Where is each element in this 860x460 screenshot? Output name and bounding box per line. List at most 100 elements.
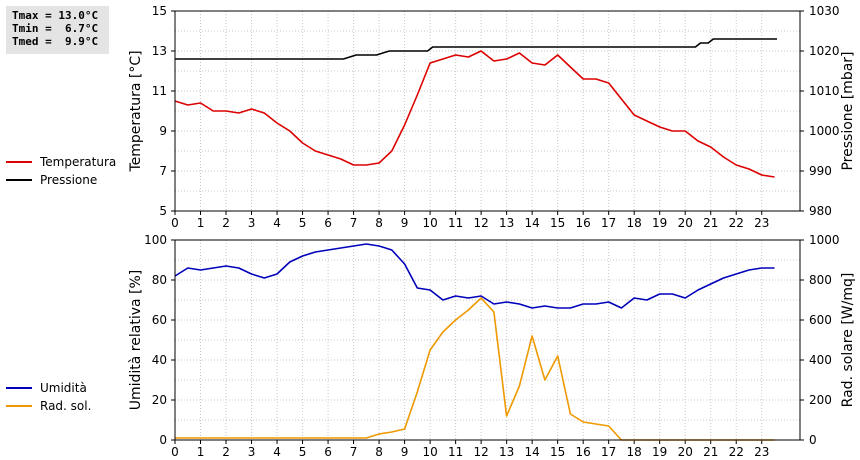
y-right-tick-label: 1000	[809, 124, 840, 138]
y-left-tick-label: 5	[159, 204, 167, 218]
y-right-tick-label: 1000	[809, 233, 840, 247]
x-tick-label: 13	[499, 445, 514, 459]
plot-frame	[174, 239, 801, 441]
y-left-tick-label: 11	[152, 84, 167, 98]
x-tick-label: 4	[273, 216, 281, 230]
y-left-tick-label: 15	[152, 4, 167, 18]
legend-swatch	[6, 405, 32, 407]
y-right-axis-label: Pressione [mbar]	[840, 51, 856, 170]
x-tick-label: 0	[171, 216, 179, 230]
x-tick-label: 19	[652, 445, 667, 459]
x-tick-label: 20	[678, 445, 693, 459]
y-left-tick-label: 80	[152, 273, 167, 287]
x-tick-label: 12	[473, 445, 488, 459]
x-tick-label: 14	[525, 216, 540, 230]
x-tick-label: 7	[350, 216, 358, 230]
legend-top: Temperatura Pressione	[6, 153, 116, 189]
series-line-rad-sol	[175, 297, 775, 441]
stat-tmed: Tmed = 9.9°C	[12, 35, 99, 48]
x-tick-label: 17	[601, 216, 616, 230]
x-tick-label: 15	[550, 216, 565, 230]
x-tick-label: 9	[401, 216, 409, 230]
series-line-temperatura	[174, 50, 775, 178]
chart-temperature-pressure: 0 1 2 3 4 5 6 7 8 9 10 11 12 13 14 15 16 17 18 19 20 21 22 2357…	[128, 4, 856, 230]
x-tick-label: 7	[350, 445, 358, 459]
legend-label: Pressione	[40, 173, 98, 187]
legend-bottom: Umidità Rad. sol.	[6, 379, 91, 415]
x-tick-label: 15	[550, 445, 565, 459]
x-tick-label: 16	[576, 445, 591, 459]
legend-item: Umidità	[6, 379, 91, 397]
y-left-tick-label: 40	[152, 353, 167, 367]
x-tick-label: 5	[299, 216, 307, 230]
x-tick-label: 13	[499, 216, 514, 230]
x-tick-label: 18	[627, 445, 642, 459]
legend-item: Rad. sol.	[6, 397, 91, 415]
y-right-tick-label: 1010	[809, 84, 840, 98]
x-tick-label: 3	[248, 216, 256, 230]
legend-swatch	[6, 387, 32, 389]
x-tick-label: 1	[197, 445, 205, 459]
x-tick-label: 14	[525, 445, 540, 459]
x-tick-label: 21	[703, 445, 718, 459]
y-right-tick-label: 800	[809, 273, 832, 287]
stats-box: Tmax = 13.0°C Tmin = 6.7°C Tmed = 9.9°C	[6, 6, 109, 54]
x-tick-label: 23	[754, 445, 769, 459]
y-right-tick-label: 1030	[809, 4, 840, 18]
chart-humidity-radiation: 0 1 2 3 4 5 6 7 8 9 10 11 12 13 14 15 16 17 18 19 20 21 22 2302…	[128, 233, 856, 459]
legend-label: Umidità	[40, 381, 87, 395]
x-tick-label: 10	[422, 445, 437, 459]
x-tick-label: 11	[448, 216, 463, 230]
x-tick-label: 11	[448, 445, 463, 459]
x-tick-label: 22	[729, 216, 744, 230]
y-left-tick-label: 100	[144, 233, 167, 247]
x-tick-label: 8	[375, 216, 383, 230]
x-tick-label: 6	[324, 216, 332, 230]
x-tick-label: 6	[324, 445, 332, 459]
y-right-tick-label: 980	[809, 204, 832, 218]
legend-label: Temperatura	[40, 155, 117, 169]
y-left-tick-label: 7	[159, 164, 167, 178]
x-tick-label: 23	[754, 216, 769, 230]
x-tick-label: 4	[273, 445, 281, 459]
x-tick-label: 22	[729, 445, 744, 459]
x-tick-label: 2	[222, 445, 230, 459]
x-tick-label: 10	[422, 216, 437, 230]
y-left-tick-label: 0	[159, 433, 167, 447]
x-tick-label: 1	[197, 216, 205, 230]
y-left-tick-label: 13	[152, 44, 167, 58]
y-right-tick-label: 200	[809, 393, 832, 407]
x-tick-label: 8	[375, 445, 383, 459]
stat-tmax: Tmax = 13.0°C	[12, 9, 99, 22]
x-tick-label: 12	[473, 216, 488, 230]
y-right-tick-label: 1020	[809, 44, 840, 58]
x-tick-label: 20	[678, 216, 693, 230]
x-tick-label: 21	[703, 216, 718, 230]
plot-frame	[174, 10, 801, 212]
y-left-axis-label: Umidità relativa [%]	[128, 270, 144, 411]
stat-tmin: Tmin = 6.7°C	[12, 22, 99, 35]
y-left-tick-label: 9	[159, 124, 167, 138]
x-tick-label: 5	[299, 445, 307, 459]
x-tick-label: 3	[248, 445, 256, 459]
y-right-tick-label: 600	[809, 313, 832, 327]
y-left-tick-label: 20	[152, 393, 167, 407]
x-tick-label: 17	[601, 445, 616, 459]
y-right-tick-label: 400	[809, 353, 832, 367]
y-right-tick-label: 0	[809, 433, 817, 447]
x-tick-label: 18	[627, 216, 642, 230]
x-tick-label: 16	[576, 216, 591, 230]
legend-item: Temperatura	[6, 153, 116, 171]
x-tick-label: 19	[652, 216, 667, 230]
series-line-umidit	[174, 243, 775, 309]
y-left-axis-label: Temperatura [°C]	[128, 50, 144, 172]
legend-swatch	[6, 161, 32, 163]
legend-swatch	[6, 179, 32, 181]
y-right-axis-label: Rad. solare [W/mq]	[840, 273, 856, 408]
series-line-pressione	[175, 38, 777, 60]
legend-item: Pressione	[6, 171, 116, 189]
y-left-tick-label: 60	[152, 313, 167, 327]
x-tick-label: 0	[171, 445, 179, 459]
x-tick-label: 9	[401, 445, 409, 459]
